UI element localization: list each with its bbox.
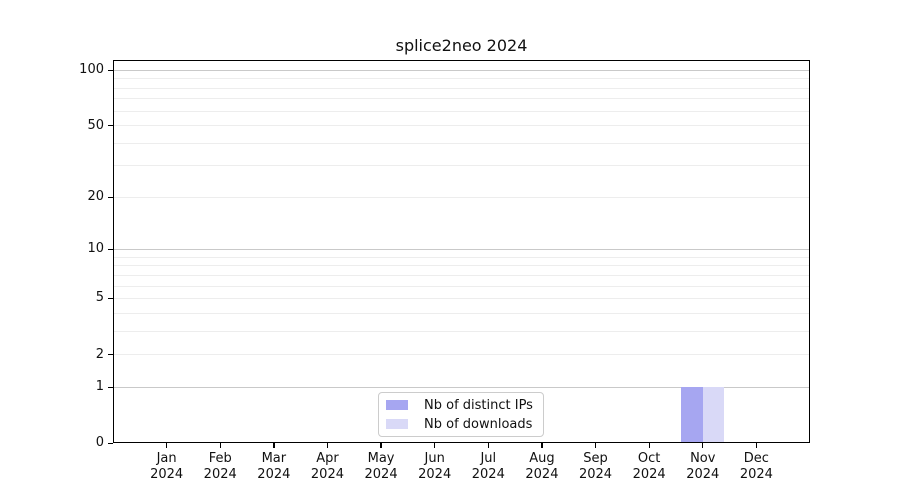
gridline-minor bbox=[113, 256, 810, 258]
y-tick-label: 0 bbox=[95, 435, 104, 451]
y-tick bbox=[107, 353, 113, 356]
gridline-major bbox=[113, 248, 810, 250]
x-tick-label: May 2024 bbox=[349, 451, 413, 483]
y-tick bbox=[107, 69, 113, 71]
x-tick-label: Jun 2024 bbox=[403, 451, 467, 483]
y-tick bbox=[107, 248, 113, 251]
legend-swatch-distinct-ips bbox=[386, 400, 408, 410]
y-tick-label: 100 bbox=[79, 62, 104, 78]
x-tick-label-year: 2024 bbox=[310, 467, 344, 482]
x-tick-label-year: 2024 bbox=[150, 467, 184, 482]
x-tick-label-year: 2024 bbox=[471, 467, 505, 482]
gridline-minor bbox=[113, 196, 810, 198]
y-tick-label: 2 bbox=[95, 346, 104, 362]
gridline-minor bbox=[113, 354, 810, 355]
x-tick-label-year: 2024 bbox=[686, 467, 720, 482]
gridline-minor bbox=[113, 125, 810, 126]
x-tick bbox=[380, 443, 382, 449]
gridline-minor bbox=[113, 285, 810, 287]
x-tick bbox=[487, 443, 489, 449]
y-tick-label: 10 bbox=[87, 241, 104, 257]
bar-nb-of-downloads bbox=[702, 386, 725, 443]
y-tick-label: 1 bbox=[95, 379, 104, 395]
x-tick-label: Sep 2024 bbox=[564, 451, 628, 483]
gridline-minor bbox=[113, 87, 810, 89]
x-tick-label-month: Jan bbox=[156, 451, 177, 466]
gridline-minor bbox=[113, 142, 810, 144]
plot-background bbox=[113, 60, 810, 443]
x-tick-label-year: 2024 bbox=[364, 467, 398, 482]
x-tick-label-year: 2024 bbox=[632, 467, 666, 482]
gridline-minor bbox=[113, 165, 810, 167]
y-tick bbox=[107, 297, 113, 300]
legend-label-downloads: Nb of downloads bbox=[424, 416, 533, 432]
y-tick bbox=[107, 442, 113, 444]
x-tick bbox=[166, 443, 168, 449]
x-tick-label-month: May bbox=[367, 451, 395, 466]
gridlines-layer bbox=[113, 60, 810, 443]
x-tick-label-month: Jul bbox=[480, 451, 497, 466]
x-tick-label: Nov 2024 bbox=[671, 451, 735, 483]
x-tick-label-month: Nov bbox=[690, 451, 716, 466]
gridline-minor bbox=[113, 110, 810, 112]
gridline-major bbox=[113, 69, 810, 71]
x-tick-label-month: Feb bbox=[208, 451, 232, 466]
x-tick bbox=[648, 443, 650, 449]
x-tick-label-month: Apr bbox=[316, 451, 339, 466]
x-tick-label: Dec 2024 bbox=[724, 451, 788, 483]
legend-row: Nb of downloads bbox=[386, 417, 543, 432]
y-tick-label: 50 bbox=[87, 117, 104, 133]
x-tick-label-year: 2024 bbox=[739, 467, 773, 482]
x-tick-label: Aug 2024 bbox=[510, 451, 574, 483]
legend: Nb of distinct IPs Nb of downloads bbox=[378, 392, 544, 437]
x-tick-label: Mar 2024 bbox=[242, 451, 306, 483]
gridline-minor bbox=[113, 98, 810, 100]
x-tick-label-year: 2024 bbox=[525, 467, 559, 482]
x-tick bbox=[594, 443, 597, 449]
x-tick-label-month: Dec bbox=[743, 451, 769, 466]
y-tick-label: 20 bbox=[87, 189, 104, 205]
gridline-minor bbox=[113, 78, 810, 80]
gridline-minor bbox=[113, 265, 810, 267]
x-tick-label-month: Mar bbox=[261, 451, 287, 466]
y-tick bbox=[107, 196, 113, 198]
x-tick bbox=[273, 443, 275, 449]
legend-label-distinct-ips: Nb of distinct IPs bbox=[424, 397, 533, 413]
x-tick-label: Feb 2024 bbox=[188, 451, 252, 483]
legend-swatch-downloads bbox=[386, 419, 408, 429]
x-tick bbox=[434, 443, 436, 449]
x-tick-label-month: Oct bbox=[637, 451, 661, 466]
legend-row: Nb of distinct IPs bbox=[386, 398, 543, 413]
x-tick-label: Jan 2024 bbox=[135, 451, 199, 483]
x-tick-label: Apr 2024 bbox=[295, 451, 359, 483]
x-tick bbox=[326, 443, 329, 449]
x-tick bbox=[755, 443, 758, 449]
x-tick-label-year: 2024 bbox=[257, 467, 291, 482]
x-tick-label-month: Jun bbox=[424, 451, 445, 466]
y-tick bbox=[107, 124, 113, 127]
x-tick bbox=[219, 443, 221, 449]
x-tick-label-year: 2024 bbox=[578, 467, 613, 482]
y-tick bbox=[107, 386, 113, 388]
bar-nb-of-distinct-ips bbox=[681, 386, 703, 443]
x-tick-label-year: 2024 bbox=[203, 467, 237, 482]
x-tick-label: Jul 2024 bbox=[456, 451, 520, 483]
x-tick-label-year: 2024 bbox=[418, 467, 452, 482]
x-tick-label-month: Sep bbox=[583, 451, 608, 466]
gridline-major bbox=[113, 386, 810, 388]
gridline-minor bbox=[113, 274, 810, 276]
x-tick bbox=[541, 443, 543, 449]
bars-layer bbox=[113, 60, 810, 443]
x-tick-label: Oct 2024 bbox=[617, 451, 681, 483]
gridline-minor bbox=[113, 297, 810, 299]
chart-title: splice2neo 2024 bbox=[395, 36, 528, 55]
gridline-minor bbox=[113, 330, 810, 332]
x-tick-label-month: Aug bbox=[529, 451, 555, 466]
y-tick-label: 5 bbox=[95, 290, 104, 306]
gridline-minor bbox=[113, 312, 810, 314]
x-tick bbox=[702, 443, 704, 449]
